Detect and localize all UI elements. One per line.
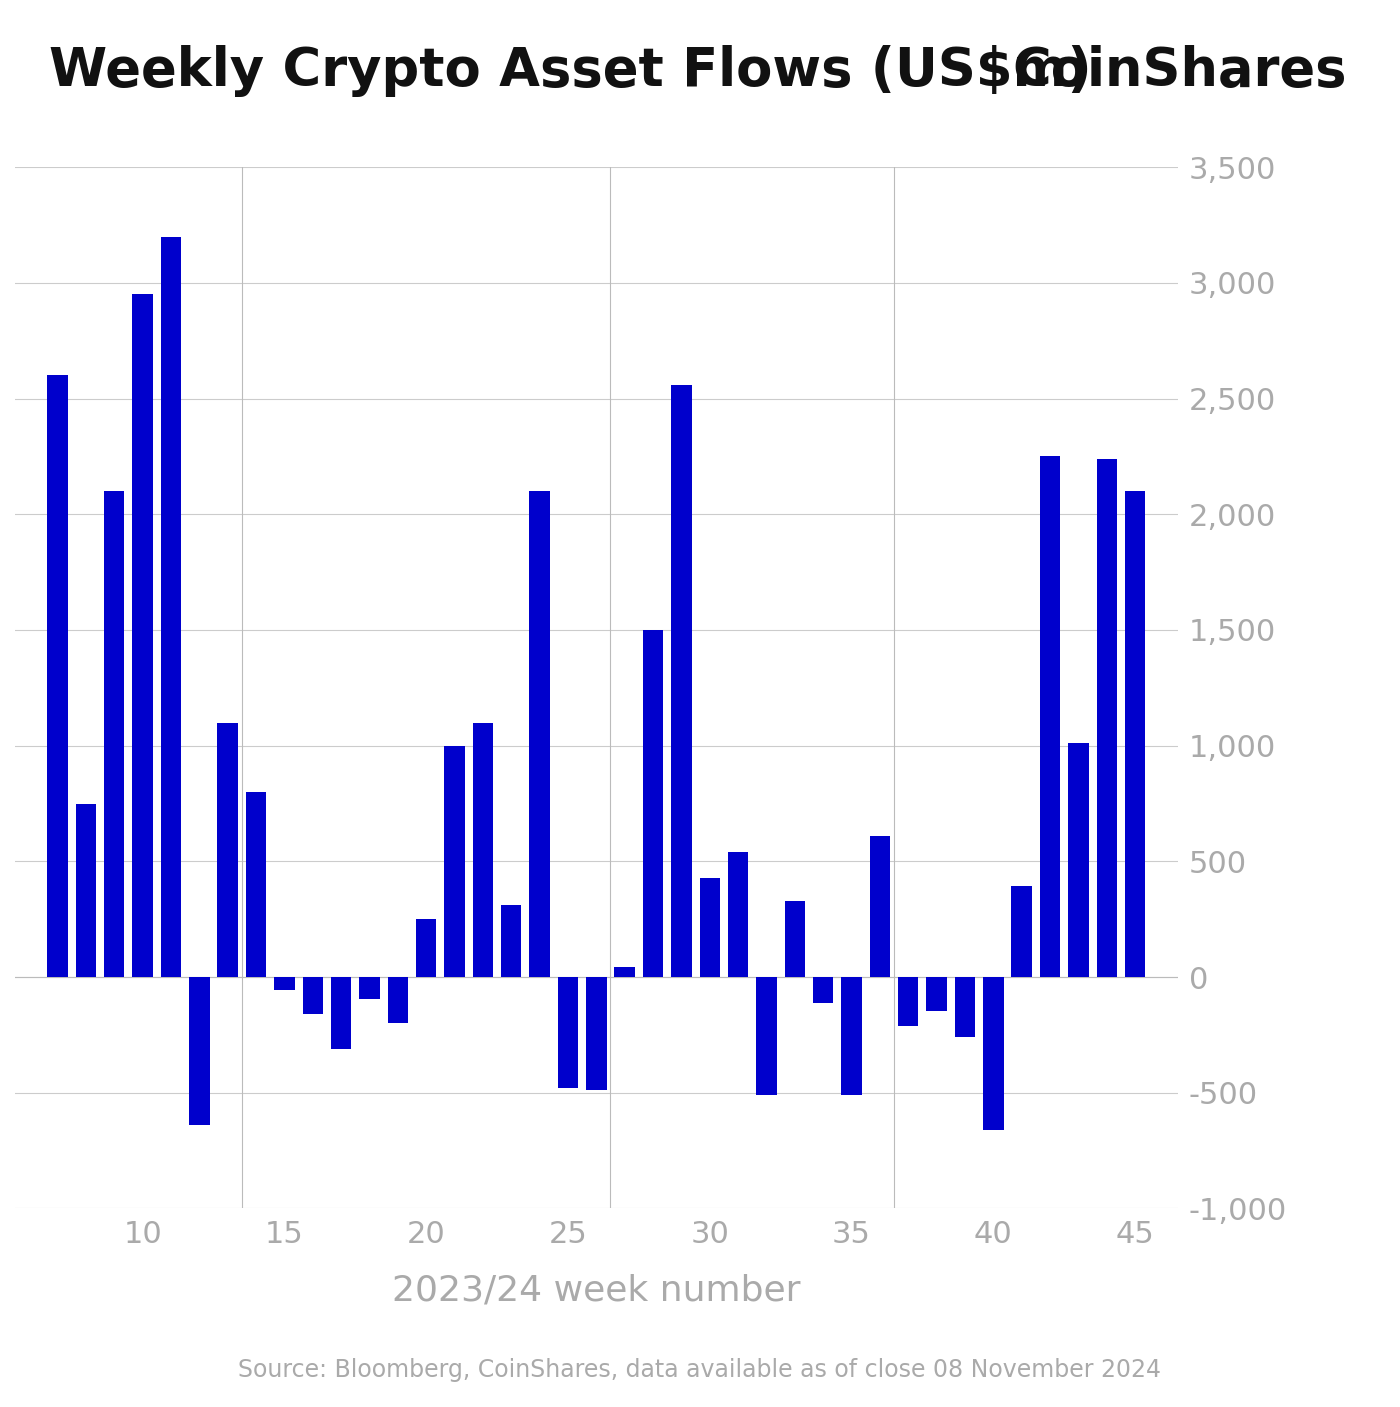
Bar [756,976,777,1095]
Bar [246,792,266,976]
Bar [1096,459,1117,976]
Bar [897,976,918,1026]
Bar [189,976,210,1126]
Bar [869,836,890,976]
Bar [302,976,323,1014]
Text: Source: Bloomberg, CoinShares, data available as of close 08 November 2024: Source: Bloomberg, CoinShares, data avai… [238,1358,1162,1382]
Text: CoinShares: CoinShares [1012,45,1347,97]
Text: Weekly Crypto Asset Flows (US$m): Weekly Crypto Asset Flows (US$m) [49,45,1092,97]
Bar [841,976,862,1095]
Bar [416,919,437,976]
Bar [927,976,946,1010]
Bar [1068,743,1089,976]
Bar [813,976,833,1003]
Bar [529,491,550,976]
Bar [955,976,976,1037]
Bar [1011,885,1032,976]
Bar [330,976,351,1048]
Bar [983,976,1004,1130]
Bar [587,976,606,1090]
Bar [615,967,634,976]
Bar [473,723,493,976]
Bar [104,491,125,976]
Bar [48,376,67,976]
Bar [671,384,692,976]
Bar [557,976,578,1088]
Bar [700,878,720,976]
Bar [133,294,153,976]
Bar [217,723,238,976]
Bar [1040,456,1060,976]
Bar [501,905,521,976]
Bar [1124,491,1145,976]
Bar [444,746,465,976]
Bar [76,803,97,976]
Bar [643,630,664,976]
Bar [728,853,749,976]
Bar [784,900,805,976]
Bar [360,976,379,999]
Bar [274,976,294,989]
X-axis label: 2023/24 week number: 2023/24 week number [392,1273,801,1307]
Bar [388,976,407,1023]
Bar [161,236,181,976]
